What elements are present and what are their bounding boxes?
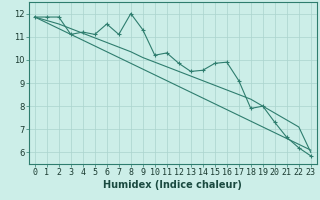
X-axis label: Humidex (Indice chaleur): Humidex (Indice chaleur) — [103, 180, 242, 190]
